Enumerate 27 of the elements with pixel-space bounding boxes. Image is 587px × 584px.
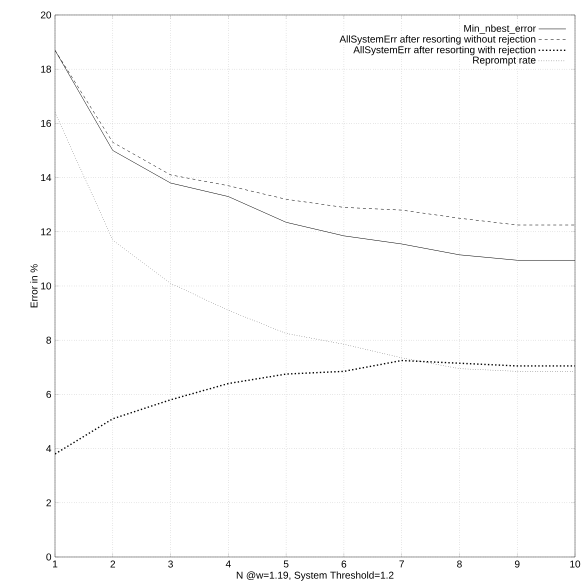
- y-tick-label: 20: [40, 11, 52, 19]
- y-tick-label: 12: [41, 228, 51, 236]
- legend-label: AllSystemErr after resorting with rejection: [353, 46, 536, 56]
- x-tick-label: 2: [110, 560, 116, 568]
- legend-label: Reprompt rate: [473, 56, 536, 66]
- x-tick-label: 6: [342, 560, 346, 568]
- x-tick-label: 4: [226, 560, 231, 568]
- y-tick-label: 16: [41, 120, 52, 127]
- legend-label: AllSystemErr after resorting without rejection: [339, 35, 536, 45]
- y-tick-label: 14: [41, 174, 52, 182]
- legend-label: Min_nbest_error: [464, 24, 536, 34]
- y-tick-label: 2: [46, 499, 51, 506]
- x-tick-label: 8: [457, 560, 462, 568]
- x-tick-label: 1: [53, 560, 58, 568]
- x-tick-label: 9: [514, 560, 520, 568]
- y-tick-label: 18: [41, 66, 52, 73]
- y-tick-label: 10: [41, 282, 52, 290]
- x-tick-label: 3: [168, 560, 173, 568]
- x-tick-label: 10: [570, 560, 580, 568]
- y-tick-label: 6: [46, 390, 52, 398]
- x-tick-label: 5: [284, 560, 288, 568]
- y-axis-title: Error in %: [30, 264, 38, 308]
- y-tick-label: 0: [46, 553, 52, 561]
- x-axis-title: N @w=1.19, System Threshold=1.2: [236, 571, 394, 581]
- y-tick-label: 8: [46, 336, 52, 344]
- y-tick-label: 4: [46, 445, 52, 452]
- x-tick-label: 7: [399, 560, 404, 568]
